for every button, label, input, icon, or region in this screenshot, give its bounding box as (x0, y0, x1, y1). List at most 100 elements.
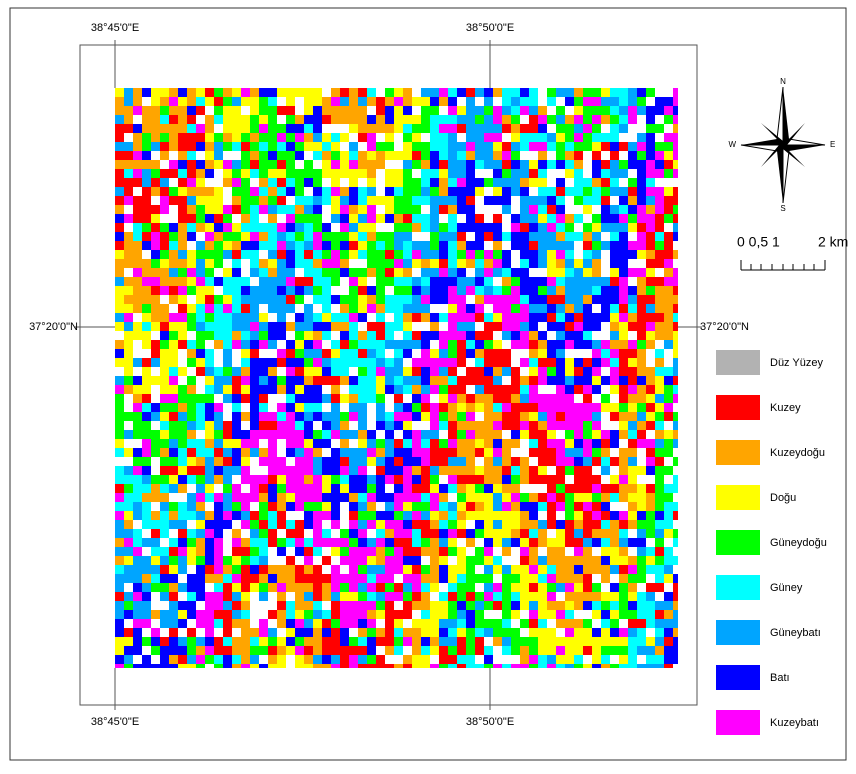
raster-cell (187, 628, 196, 637)
raster-cell (133, 565, 142, 574)
raster-cell (529, 88, 538, 97)
raster-cell (637, 592, 646, 601)
raster-cell (124, 160, 133, 169)
raster-cell (394, 97, 403, 106)
raster-cell (367, 142, 376, 151)
raster-cell (628, 412, 637, 421)
raster-cell (349, 610, 358, 619)
raster-cell (286, 574, 295, 583)
raster-cell (376, 367, 385, 376)
raster-cell (457, 385, 466, 394)
raster-cell (475, 178, 484, 187)
raster-cell (547, 133, 556, 142)
raster-cell (421, 646, 430, 655)
raster-cell (349, 223, 358, 232)
raster-cell (313, 268, 322, 277)
raster-cell (277, 295, 286, 304)
raster-cell (124, 457, 133, 466)
raster-cell (655, 268, 664, 277)
raster-cell (511, 565, 520, 574)
raster-cell (655, 151, 664, 160)
raster-cell (358, 295, 367, 304)
raster-cell (547, 349, 556, 358)
raster-cell (115, 637, 124, 646)
raster-cell (133, 259, 142, 268)
raster-cell (142, 385, 151, 394)
raster-cell (331, 151, 340, 160)
raster-cell (439, 421, 448, 430)
graticule-label: 38°50'0"E (466, 716, 514, 728)
raster-cell (124, 412, 133, 421)
raster-cell (376, 448, 385, 457)
raster-cell (241, 502, 250, 511)
raster-cell (664, 403, 673, 412)
raster-cell (403, 88, 412, 97)
raster-cell (493, 277, 502, 286)
raster-cell (178, 133, 187, 142)
raster-cell (421, 223, 430, 232)
raster-cell (421, 232, 430, 241)
raster-cell (214, 259, 223, 268)
raster-cell (448, 88, 457, 97)
raster-cell (412, 520, 421, 529)
raster-cell (430, 556, 439, 565)
raster-cell (286, 313, 295, 322)
raster-cell (178, 664, 187, 668)
raster-cell (655, 502, 664, 511)
raster-cell (439, 331, 448, 340)
raster-cell (502, 646, 511, 655)
raster-cell (277, 322, 286, 331)
raster-cell (358, 133, 367, 142)
raster-cell (502, 313, 511, 322)
raster-cell (673, 457, 678, 466)
raster-cell (484, 205, 493, 214)
raster-cell (412, 412, 421, 421)
raster-cell (151, 259, 160, 268)
raster-cell (232, 250, 241, 259)
raster-cell (151, 322, 160, 331)
raster-cell (367, 394, 376, 403)
raster-cell (655, 313, 664, 322)
raster-cell (277, 457, 286, 466)
raster-cell (628, 520, 637, 529)
raster-cell (133, 358, 142, 367)
raster-cell (583, 286, 592, 295)
raster-cell (493, 565, 502, 574)
raster-cell (412, 502, 421, 511)
raster-cell (160, 448, 169, 457)
raster-cell (151, 241, 160, 250)
raster-cell (268, 322, 277, 331)
legend-label: Doğu (770, 492, 796, 504)
raster-cell (160, 565, 169, 574)
raster-cell (367, 493, 376, 502)
raster-cell (313, 106, 322, 115)
raster-cell (277, 187, 286, 196)
raster-cell (286, 178, 295, 187)
raster-cell (592, 547, 601, 556)
raster-cell (196, 502, 205, 511)
raster-cell (394, 187, 403, 196)
raster-cell (250, 529, 259, 538)
raster-cell (547, 574, 556, 583)
raster-cell (331, 421, 340, 430)
raster-cell (295, 538, 304, 547)
raster-cell (115, 124, 124, 133)
raster-cell (268, 664, 277, 668)
raster-cell (457, 178, 466, 187)
legend-swatch (716, 395, 760, 420)
raster-cell (268, 106, 277, 115)
raster-cell (340, 376, 349, 385)
raster-cell (394, 124, 403, 133)
raster-cell (466, 169, 475, 178)
raster-cell (439, 106, 448, 115)
raster-cell (133, 133, 142, 142)
raster-cell (394, 106, 403, 115)
raster-cell (502, 187, 511, 196)
raster-cell (313, 133, 322, 142)
raster-cell (538, 655, 547, 664)
raster-cell (547, 421, 556, 430)
raster-cell (475, 628, 484, 637)
raster-cell (655, 646, 664, 655)
raster-cell (475, 403, 484, 412)
raster-cell (196, 466, 205, 475)
